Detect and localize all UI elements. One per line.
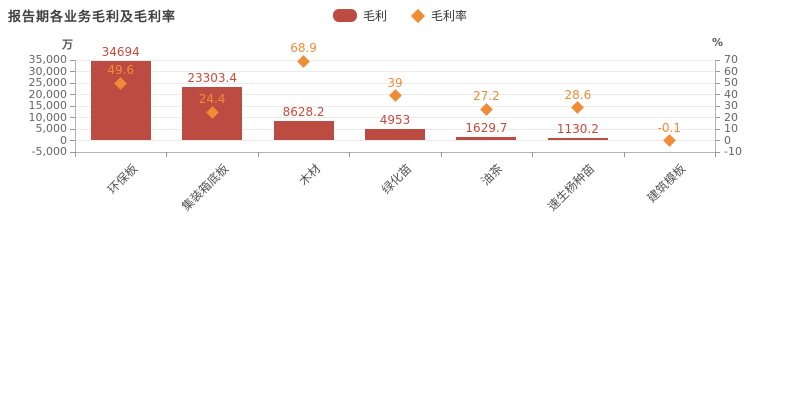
bar[interactable] <box>547 137 608 141</box>
grid-line <box>75 82 715 84</box>
legend: 毛利 毛利率 <box>332 7 468 24</box>
left-axis-tick-label: 0 <box>60 133 67 147</box>
x-axis-tick <box>349 152 351 157</box>
right-axis-tick <box>715 105 720 107</box>
x-axis-tick <box>532 152 534 157</box>
right-axis-tick <box>715 94 720 95</box>
right-axis-tick <box>715 59 720 61</box>
left-axis-tick-label: 20,000 <box>28 87 68 101</box>
right-axis-tick-label: 20 <box>724 110 738 124</box>
left-axis-tick <box>70 117 75 118</box>
rate-value-label: 39 <box>387 75 403 90</box>
grid-line <box>75 117 715 118</box>
left-axis-tick-label: 30,000 <box>28 64 68 78</box>
right-axis-tick-label: 70 <box>724 53 738 66</box>
right-axis-tick-label: 0 <box>724 133 731 147</box>
right-axis-tick-label: 10 <box>724 122 738 135</box>
left-axis-tick <box>70 82 75 84</box>
bar-value-label: 34694 <box>101 44 140 59</box>
left-axis-tick <box>70 71 75 72</box>
grid-line <box>75 105 715 107</box>
bar[interactable] <box>273 120 334 141</box>
left-axis-unit: 万 <box>62 38 73 51</box>
left-axis-line <box>75 60 76 152</box>
grid-line <box>75 71 715 72</box>
x-axis-category-label: 集装箱底板 <box>179 161 232 214</box>
rate-diamond-icon[interactable] <box>571 101 585 114</box>
x-axis-tick <box>166 152 168 157</box>
left-axis-tick-label: 15,000 <box>28 99 68 112</box>
right-axis-line <box>715 60 716 152</box>
right-axis-tick-label: 40 <box>724 87 738 101</box>
right-axis-tick <box>715 128 720 130</box>
left-axis-tick <box>70 94 75 95</box>
right-axis-tick <box>715 140 720 141</box>
bottom-axis-line <box>75 152 716 153</box>
rate-value-label: -0.1 <box>657 120 681 135</box>
left-axis-tick-label: 5,000 <box>35 122 68 135</box>
x-axis-category-label: 建筑模板 <box>644 161 689 206</box>
rate-diamond-icon[interactable] <box>297 54 310 68</box>
left-axis-tick <box>70 128 75 130</box>
left-axis-tick <box>70 105 75 107</box>
bar-value-label: 8628.2 <box>282 104 325 119</box>
rate-value-label: 49.6 <box>107 63 135 78</box>
right-axis-tick <box>715 117 720 118</box>
x-axis-category-label: 速生杨种苗 <box>544 161 598 214</box>
grid-line <box>75 59 715 61</box>
bar-value-label: 4953 <box>379 113 411 128</box>
bar-value-label: 1629.7 <box>465 120 508 135</box>
right-axis-tick-label: -10 <box>724 145 742 158</box>
left-axis-tick <box>70 59 75 61</box>
bar[interactable] <box>90 60 151 141</box>
right-axis-unit: % <box>712 36 724 49</box>
rate-value-label: 27.2 <box>473 89 500 104</box>
legend-item-gross-profit[interactable]: 毛利 <box>332 7 387 24</box>
grid-line <box>75 140 715 141</box>
left-axis-tick-label: 10,000 <box>28 110 68 124</box>
right-axis-tick-label: 30 <box>724 99 738 112</box>
rate-diamond-icon[interactable] <box>662 134 676 147</box>
chart-title: 报告期各业务毛利及毛利率 <box>8 10 177 25</box>
diamond-series-marker-icon <box>410 8 426 23</box>
left-axis-tick-label: 25,000 <box>28 76 68 89</box>
x-axis-category-label: 绿化苗 <box>378 161 415 197</box>
rate-value-label: 24.4 <box>198 92 226 107</box>
x-axis-tick <box>75 152 76 157</box>
right-axis-tick <box>715 71 720 72</box>
left-axis-tick <box>70 151 75 153</box>
legend-label: 毛利 <box>362 9 387 23</box>
bar-value-label: 1130.2 <box>556 121 599 136</box>
bar[interactable] <box>456 136 517 141</box>
x-axis-category-label: 油茶 <box>478 161 506 189</box>
right-axis-tick <box>715 82 720 84</box>
legend-label: 毛利率 <box>431 9 468 23</box>
grid-line <box>75 128 715 130</box>
right-axis-tick-label: 60 <box>724 64 738 78</box>
left-axis-tick-label: 35,000 <box>28 53 68 66</box>
bar[interactable] <box>365 129 425 141</box>
right-axis-tick-label: 50 <box>724 76 738 89</box>
x-axis-tick <box>623 152 625 157</box>
left-axis-tick-label: -5,000 <box>31 145 67 158</box>
bar-series-marker-icon <box>332 9 357 22</box>
bar-value-label: 23303.4 <box>187 70 237 85</box>
rate-value-label: 68.9 <box>290 41 317 56</box>
x-axis-category-label: 木材 <box>296 161 323 189</box>
x-axis-tick <box>440 152 442 157</box>
x-axis-tick <box>715 152 716 157</box>
x-axis-tick <box>257 152 259 157</box>
left-axis-tick <box>70 140 75 141</box>
right-axis-tick <box>715 151 720 153</box>
x-axis-category-label: 环保板 <box>104 161 141 197</box>
rate-value-label: 28.6 <box>564 87 592 102</box>
rate-diamond-icon[interactable] <box>388 89 402 103</box>
legend-item-gross-margin[interactable]: 毛利率 <box>410 7 468 24</box>
